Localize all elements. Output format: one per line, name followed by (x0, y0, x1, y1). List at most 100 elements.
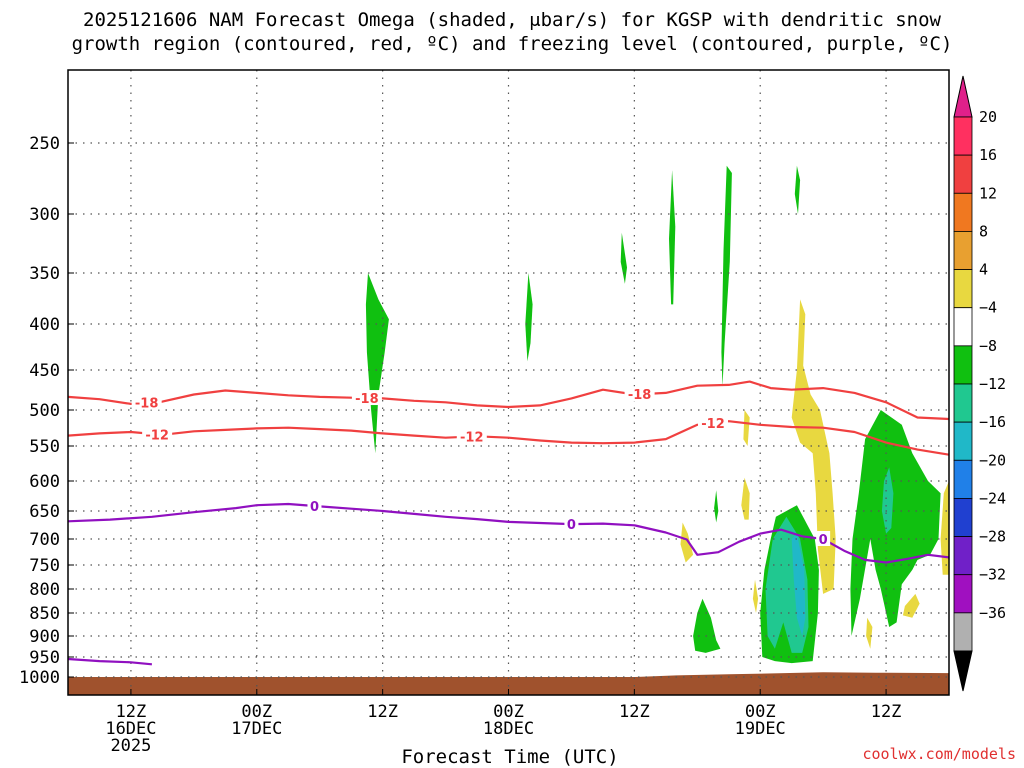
y-tick-label-300: 300 (29, 205, 60, 225)
y-tick-label-250: 250 (29, 134, 60, 154)
omega-region-13 (791, 299, 836, 594)
omega-region-6 (714, 490, 719, 523)
omega-region-18 (940, 481, 949, 575)
contour-label: 0 (819, 533, 828, 548)
x-tick-label: 18DEC (483, 719, 534, 739)
terrain-band (68, 672, 949, 695)
colorbar-label-11: −28 (979, 528, 1006, 546)
colorbar-swatch-7 (953, 383, 973, 423)
contour-label: 0 (310, 500, 319, 515)
colorbar-label-8: −16 (979, 413, 1006, 431)
colorbar-swatch-0 (953, 116, 973, 156)
y-tick-label-600: 600 (29, 472, 60, 492)
omega-region-4 (721, 165, 732, 387)
colorbar-swatch-2 (953, 192, 973, 232)
omega-region-3 (669, 170, 676, 305)
omega-region-10 (791, 533, 806, 636)
contour-label: -12 (701, 417, 725, 432)
x-tick-label: 12Z (116, 702, 147, 722)
y-tick-label-350: 350 (29, 264, 60, 284)
x-tick-label: 00Z (241, 702, 272, 722)
contour-label: -12 (460, 430, 484, 445)
colorbar-label-6: −8 (979, 337, 997, 355)
below-ground-terrain (68, 672, 949, 695)
contour-label: 0 (567, 518, 576, 533)
colorbar-swatch-12 (953, 574, 973, 614)
colorbar-top-arrow (953, 75, 973, 118)
colorbar-label-3: 8 (979, 222, 988, 240)
x-tick-label: 00Z (493, 702, 524, 722)
x-axis-title: Forecast Time (UTC) (401, 746, 619, 768)
omega-region-20 (743, 410, 750, 446)
y-tick-label-900: 900 (29, 627, 60, 647)
y-tick-label-400: 400 (29, 315, 60, 335)
colorbar-label-9: −20 (979, 451, 1006, 469)
colorbar-swatch-11 (953, 536, 973, 576)
colorbar-label-1: 16 (979, 146, 997, 164)
y-tick-label-800: 800 (29, 580, 60, 600)
omega-region-2 (620, 232, 627, 284)
contour-label-bg (142, 426, 173, 442)
colorbar-swatch-8 (953, 421, 973, 461)
colorbar-swatch-5 (953, 307, 973, 347)
chart-title-line1: 2025121606 NAM Forecast Omega (shaded, μ… (83, 9, 941, 31)
y-tick-label-1000: 1000 (19, 668, 60, 688)
credit-link[interactable]: coolwx.com/models (862, 745, 1016, 763)
colorbar-swatch-4 (953, 269, 973, 309)
colorbar-label-0: 20 (979, 108, 997, 126)
contour-label-bg (624, 386, 655, 402)
omega-region-1 (525, 273, 533, 362)
chart-title-line2: growth region (contoured, red, ºC) and f… (71, 33, 953, 55)
contour-label-bg (307, 497, 322, 513)
omega-region-7 (693, 598, 721, 653)
contour-label-bg (698, 414, 729, 430)
y-tick-label-850: 850 (29, 604, 60, 624)
y-axis: 250 300 350 400 450 500 550 600 650 700 750 800 850 9… (19, 134, 74, 688)
y-tick-label-750: 750 (29, 556, 60, 576)
y-tick-label-950: 950 (29, 648, 60, 668)
x-tick-label: 17DEC (231, 719, 282, 739)
y-tick-label-500: 500 (29, 401, 60, 421)
y-tick-label-550: 550 (29, 437, 60, 457)
colorbar-swatch-1 (953, 154, 973, 194)
contour-0-2 (67, 502, 950, 564)
colorbar-swatch-3 (953, 231, 973, 270)
x-tick-label: 16DEC (105, 719, 156, 739)
omega-region-14 (741, 477, 750, 520)
contour-label-bg (131, 394, 162, 410)
omega-region-15 (680, 522, 694, 563)
contour-label-bg (564, 516, 579, 532)
omega-shading (365, 165, 949, 664)
omega-region-5 (794, 165, 801, 214)
y-tick-label-450: 450 (29, 361, 60, 381)
colorbar-label-12: −32 (979, 566, 1006, 584)
omega-region-16 (752, 579, 759, 613)
colorbar-label-5: −4 (979, 299, 997, 317)
omega-region-0 (365, 273, 389, 454)
colorbar-swatch-6 (953, 345, 973, 385)
y-tick-label-700: 700 (29, 530, 60, 550)
x-tick-label: 00Z (745, 702, 776, 722)
contour-lines: -18 -18 -18 -12 -12 -12 0 0 0 (67, 380, 950, 666)
colorbar-label-10: −24 (979, 489, 1006, 507)
colorbar-bottom-arrow (953, 650, 973, 692)
colorbar-swatch-9 (953, 459, 973, 499)
x-tick-label: 12Z (871, 702, 902, 722)
contour-label-bg (351, 390, 382, 406)
contour-label: -18 (135, 397, 159, 412)
x-tick-label: 2025 (110, 736, 151, 756)
contour-label-bg (816, 531, 831, 546)
contour-label: -18 (628, 388, 652, 403)
colorbar-label-13: −36 (979, 604, 1006, 622)
contour-label: -18 (355, 392, 379, 407)
contour-label-bg (456, 428, 487, 444)
colorbar-label-2: 12 (979, 184, 997, 202)
colorbar: 20 16 12 8 4 −4 −8 −12 −16 −20 −24 −28 −32 −36 (953, 75, 1006, 692)
contour-label: -12 (145, 428, 169, 443)
omega-region-19 (902, 593, 920, 618)
contour--12-1 (67, 420, 950, 456)
contour--18-0 (67, 380, 950, 421)
x-tick-label: 12Z (619, 702, 650, 722)
